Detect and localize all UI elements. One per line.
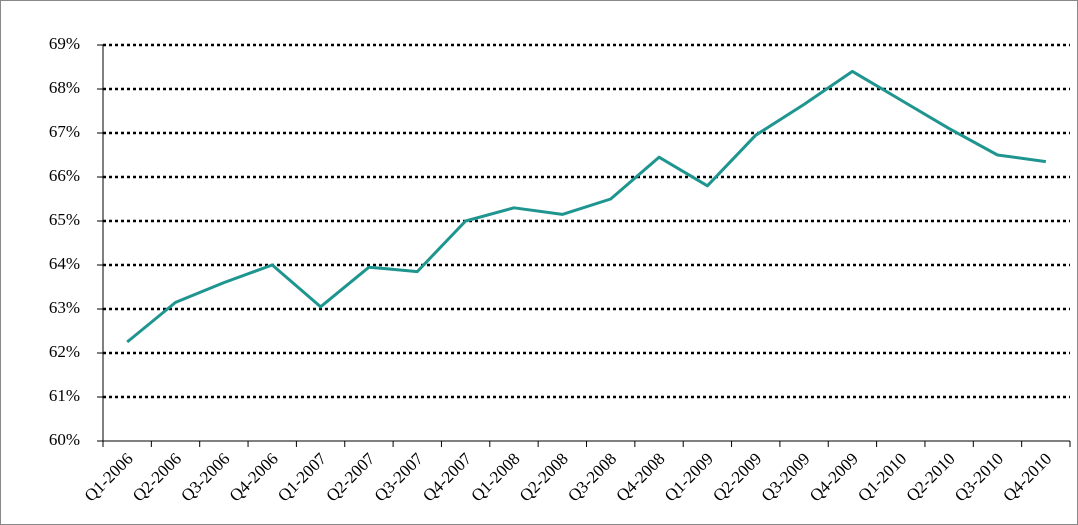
y-tick-label: 63%	[49, 298, 80, 317]
y-tick-label: 66%	[49, 166, 80, 185]
y-tick-label: 61%	[49, 386, 80, 405]
y-tick-label: 68%	[49, 78, 80, 97]
y-tick-label: 65%	[49, 210, 80, 229]
data-line	[126, 69, 1047, 344]
y-tick-label: 64%	[49, 254, 80, 273]
y-tick-label: 60%	[49, 430, 80, 449]
y-tick-label: 67%	[49, 122, 80, 141]
y-tick-label: 69%	[49, 34, 80, 53]
y-tick-label: 62%	[49, 342, 80, 361]
